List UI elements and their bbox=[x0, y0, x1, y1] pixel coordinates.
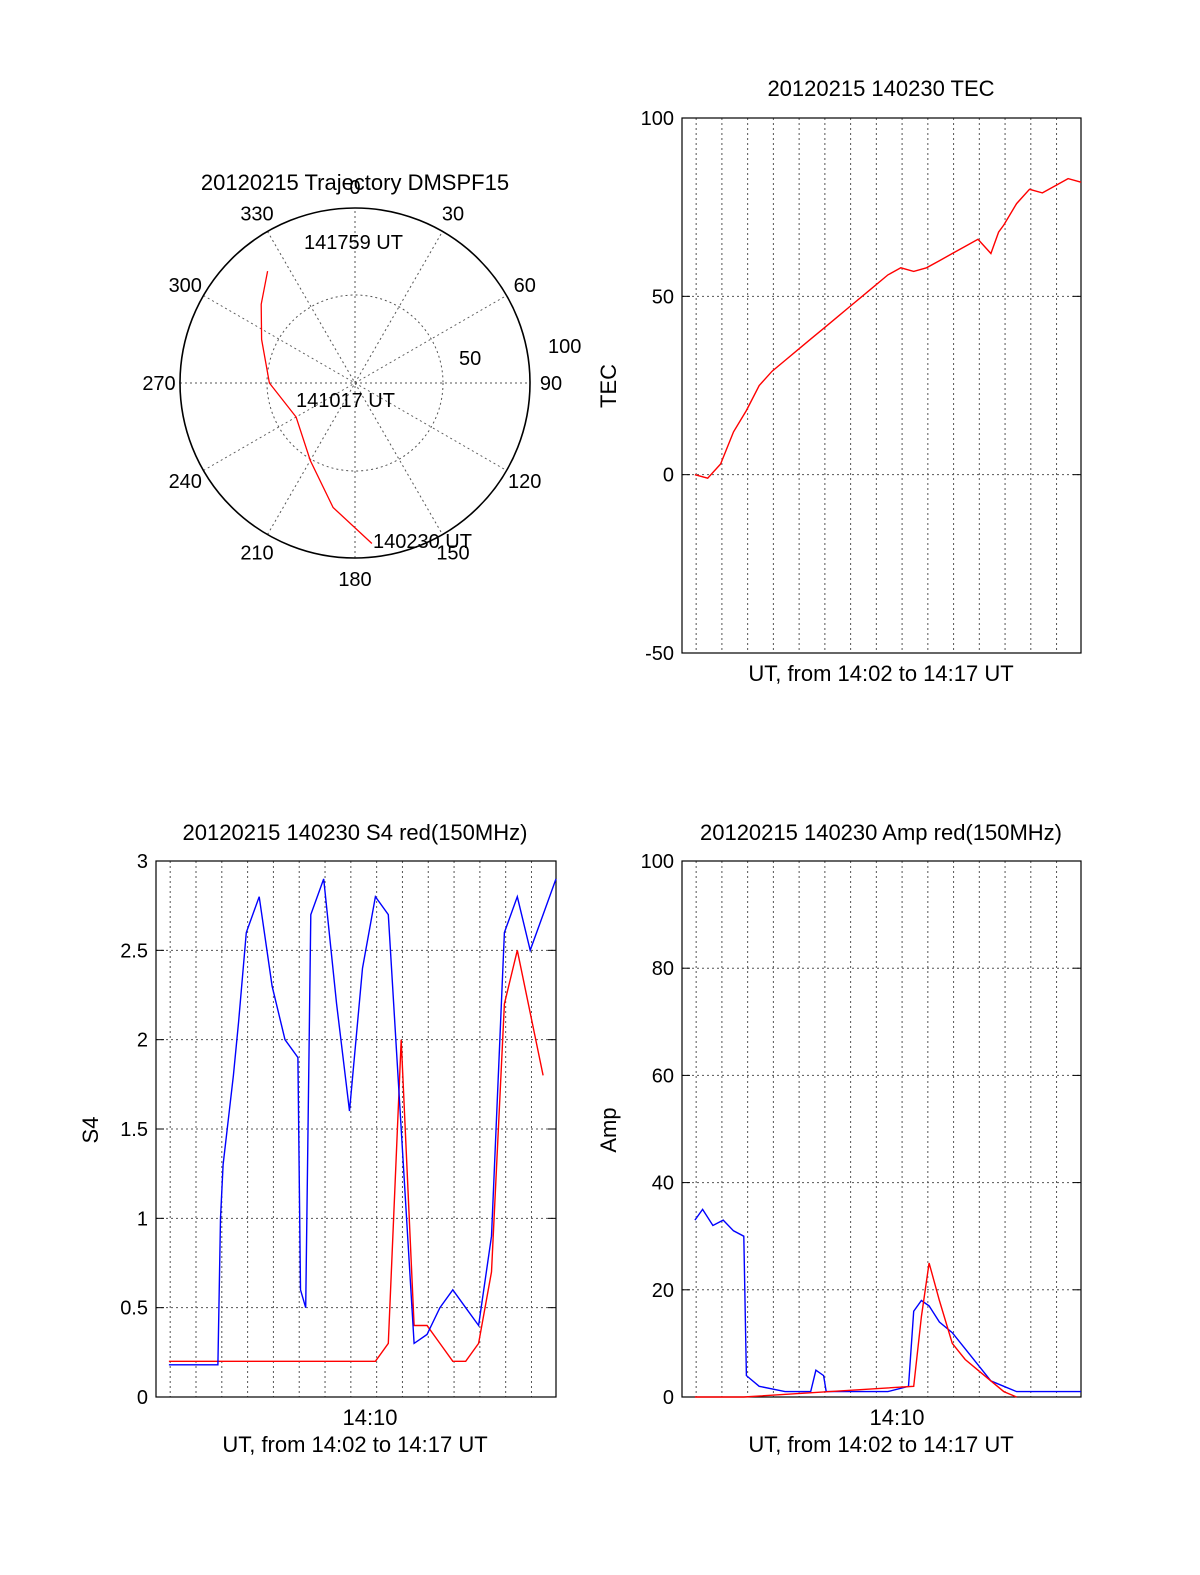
polar-azimuth-label: 210 bbox=[240, 543, 273, 565]
tec-ytick-label: -50 bbox=[645, 643, 674, 665]
polar-inner-ring bbox=[266, 294, 444, 472]
amp-xlabel: UT, from 14:02 to 14:17 UT bbox=[748, 1432, 1013, 1457]
amp-ytick-label: 60 bbox=[652, 1065, 674, 1087]
s4-ytick-label: 1.5 bbox=[120, 1119, 148, 1141]
tec-title: 20120215 140230 TEC bbox=[767, 76, 994, 101]
s4-title: 20120215 140230 S4 red(150MHz) bbox=[183, 820, 528, 845]
tec-ylabel: TEC bbox=[596, 364, 621, 408]
amp-red-series-line bbox=[694, 1262, 1017, 1398]
s4-xtick: 14:10 bbox=[342, 1405, 397, 1430]
s4-plot-frame bbox=[155, 860, 557, 1398]
amp-ytick-label: 100 bbox=[641, 851, 674, 873]
s4-ytick-label: 0 bbox=[137, 1387, 148, 1409]
amp-ylabel: Amp bbox=[596, 1107, 621, 1152]
polar-azimuth-label: 90 bbox=[540, 373, 562, 395]
trajectory-polar-chart: 20120215 Trajectory DMSPF15 0 30 60 90 120 15… bbox=[142, 170, 581, 591]
polar-radial-label-100: 100 bbox=[548, 336, 581, 358]
polar-azimuth-label: 330 bbox=[240, 203, 273, 225]
s4-red-series-line bbox=[168, 950, 544, 1363]
polar-azimuth-label: 0 bbox=[349, 177, 360, 199]
polar-azimuth-label: 180 bbox=[338, 569, 371, 591]
polar-annotation-start: 140230 UT bbox=[373, 531, 472, 553]
polar-azimuth-label: 240 bbox=[169, 471, 202, 493]
polar-track-line bbox=[260, 270, 373, 544]
s4-ytick-label: 1 bbox=[137, 1208, 148, 1230]
polar-azimuth-label: 60 bbox=[514, 275, 536, 297]
s4-ytick-label: 2.5 bbox=[120, 940, 148, 962]
amp-title: 20120215 140230 Amp red(150MHz) bbox=[700, 820, 1062, 845]
polar-spoke-150 bbox=[267, 231, 443, 535]
polar-azimuth-label: 300 bbox=[169, 275, 202, 297]
polar-title: 20120215 Trajectory DMSPF15 bbox=[201, 170, 509, 195]
amp-chart: 20120215 140230 Amp red(150MHz) 100 80 60 4… bbox=[596, 820, 1082, 1457]
amp-blue-series-line bbox=[694, 1208, 1081, 1393]
amp-xtick: 14:10 bbox=[869, 1405, 924, 1430]
polar-annotation-mid: 141017 UT bbox=[296, 390, 395, 412]
polar-azimuth-label: 120 bbox=[508, 471, 541, 493]
amp-plot-frame bbox=[681, 860, 1082, 1398]
tec-chart: 20120215 140230 TEC 100 50 0 -50 TEC UT, fr… bbox=[596, 76, 1082, 686]
s4-ytick-label: 2 bbox=[137, 1030, 148, 1052]
polar-azimuth-label: 150 bbox=[436, 543, 469, 565]
tec-ytick-label: 100 bbox=[641, 108, 674, 130]
polar-azimuth-label: 30 bbox=[442, 203, 464, 225]
tec-ytick-label: 50 bbox=[652, 286, 674, 308]
tec-ytick-label: 0 bbox=[663, 465, 674, 487]
tec-plot-frame bbox=[681, 117, 1082, 654]
amp-ytick-label: 80 bbox=[652, 958, 674, 980]
amp-ytick-label: 20 bbox=[652, 1280, 674, 1302]
polar-radial-label-50: 50 bbox=[459, 348, 481, 370]
amp-ytick-label: 40 bbox=[652, 1173, 674, 1195]
s4-ytick-label: 0.5 bbox=[120, 1298, 148, 1320]
s4-xlabel: UT, from 14:02 to 14:17 UT bbox=[222, 1432, 487, 1457]
polar-outer-ring bbox=[179, 207, 531, 559]
s4-chart: 20120215 140230 S4 red(150MHz) 3 2.5 2 1.5 1… bbox=[78, 820, 557, 1457]
s4-ytick-label: 3 bbox=[137, 851, 148, 873]
s4-blue-series-line bbox=[168, 878, 557, 1366]
amp-ytick-label: 0 bbox=[663, 1387, 674, 1409]
s4-ylabel: S4 bbox=[78, 1117, 103, 1144]
polar-annotation-end: 141759 UT bbox=[304, 232, 403, 254]
tec-xlabel: UT, from 14:02 to 14:17 UT bbox=[748, 661, 1013, 686]
polar-azimuth-label: 270 bbox=[142, 373, 175, 395]
tec-series-line bbox=[694, 177, 1082, 479]
